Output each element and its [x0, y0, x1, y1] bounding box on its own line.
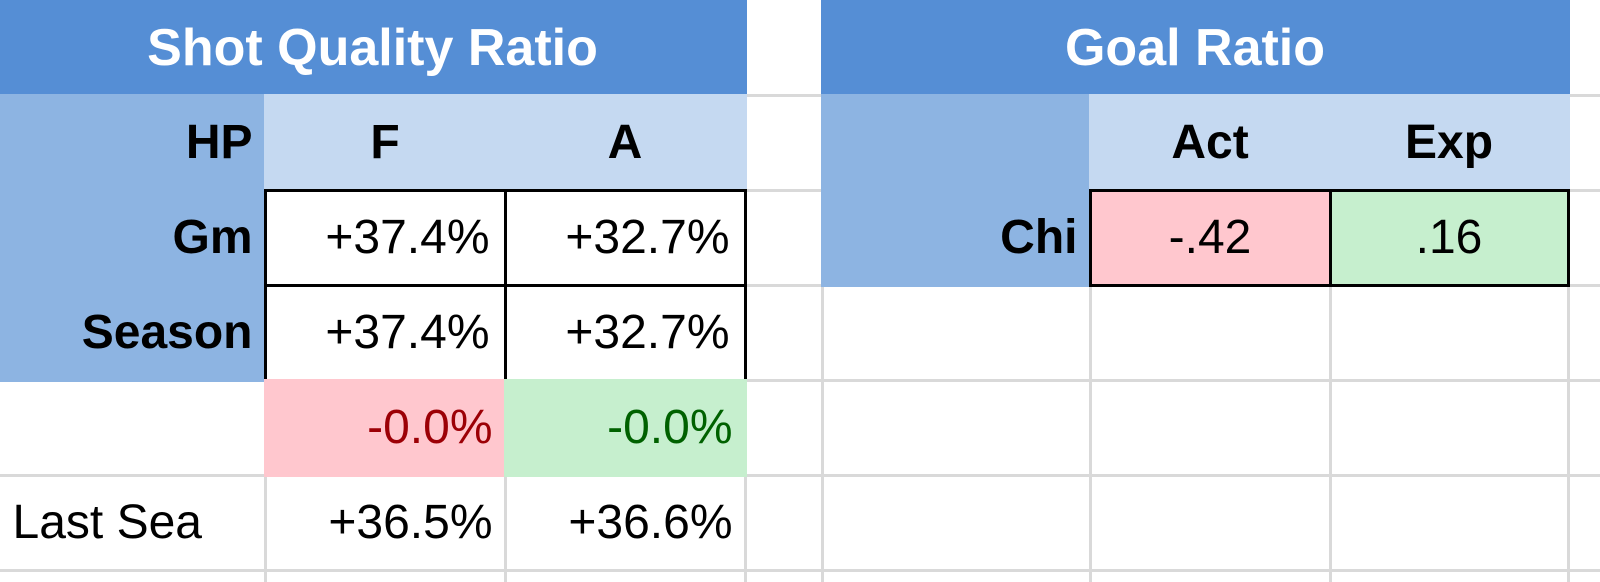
column-header: Act: [1088, 93, 1332, 192]
row-label: Last Sea: [12, 496, 202, 549]
value-cell: +32.7%: [503, 188, 747, 287]
value-cell: -.42: [1088, 188, 1332, 287]
value-cell: +32.7%: [503, 283, 747, 382]
grid-line: [0, 568, 1600, 572]
value-cell: .16: [1328, 188, 1570, 287]
grid-line: [1328, 0, 1332, 582]
grid-line: [0, 188, 1600, 192]
value-cell: +36.5%: [328, 496, 493, 549]
corner-label: HP: [0, 93, 267, 192]
difference-cell: -0.0%: [503, 378, 747, 477]
grid-line: [1566, 0, 1570, 582]
column-header: Exp: [1328, 93, 1570, 192]
grid-line: [0, 473, 1600, 477]
row-label: Season: [0, 283, 267, 382]
row-label: Chi: [820, 188, 1092, 287]
table-title: Shot Quality Ratio: [0, 0, 747, 97]
row-label: Gm: [0, 188, 267, 287]
value-cell: +37.4%: [263, 188, 507, 287]
value-cell: +37.4%: [263, 283, 507, 382]
grid-line: [1088, 0, 1092, 582]
grid-line: [0, 378, 1600, 382]
column-header: F: [263, 93, 507, 192]
table-title: Goal Ratio: [820, 0, 1570, 97]
grid-line: [0, 93, 1600, 97]
column-header: A: [503, 93, 747, 192]
difference-cell: -0.0%: [263, 378, 507, 477]
grid-line: [0, 283, 1600, 287]
grid-line: [820, 0, 824, 582]
value-cell: +36.6%: [568, 496, 733, 549]
